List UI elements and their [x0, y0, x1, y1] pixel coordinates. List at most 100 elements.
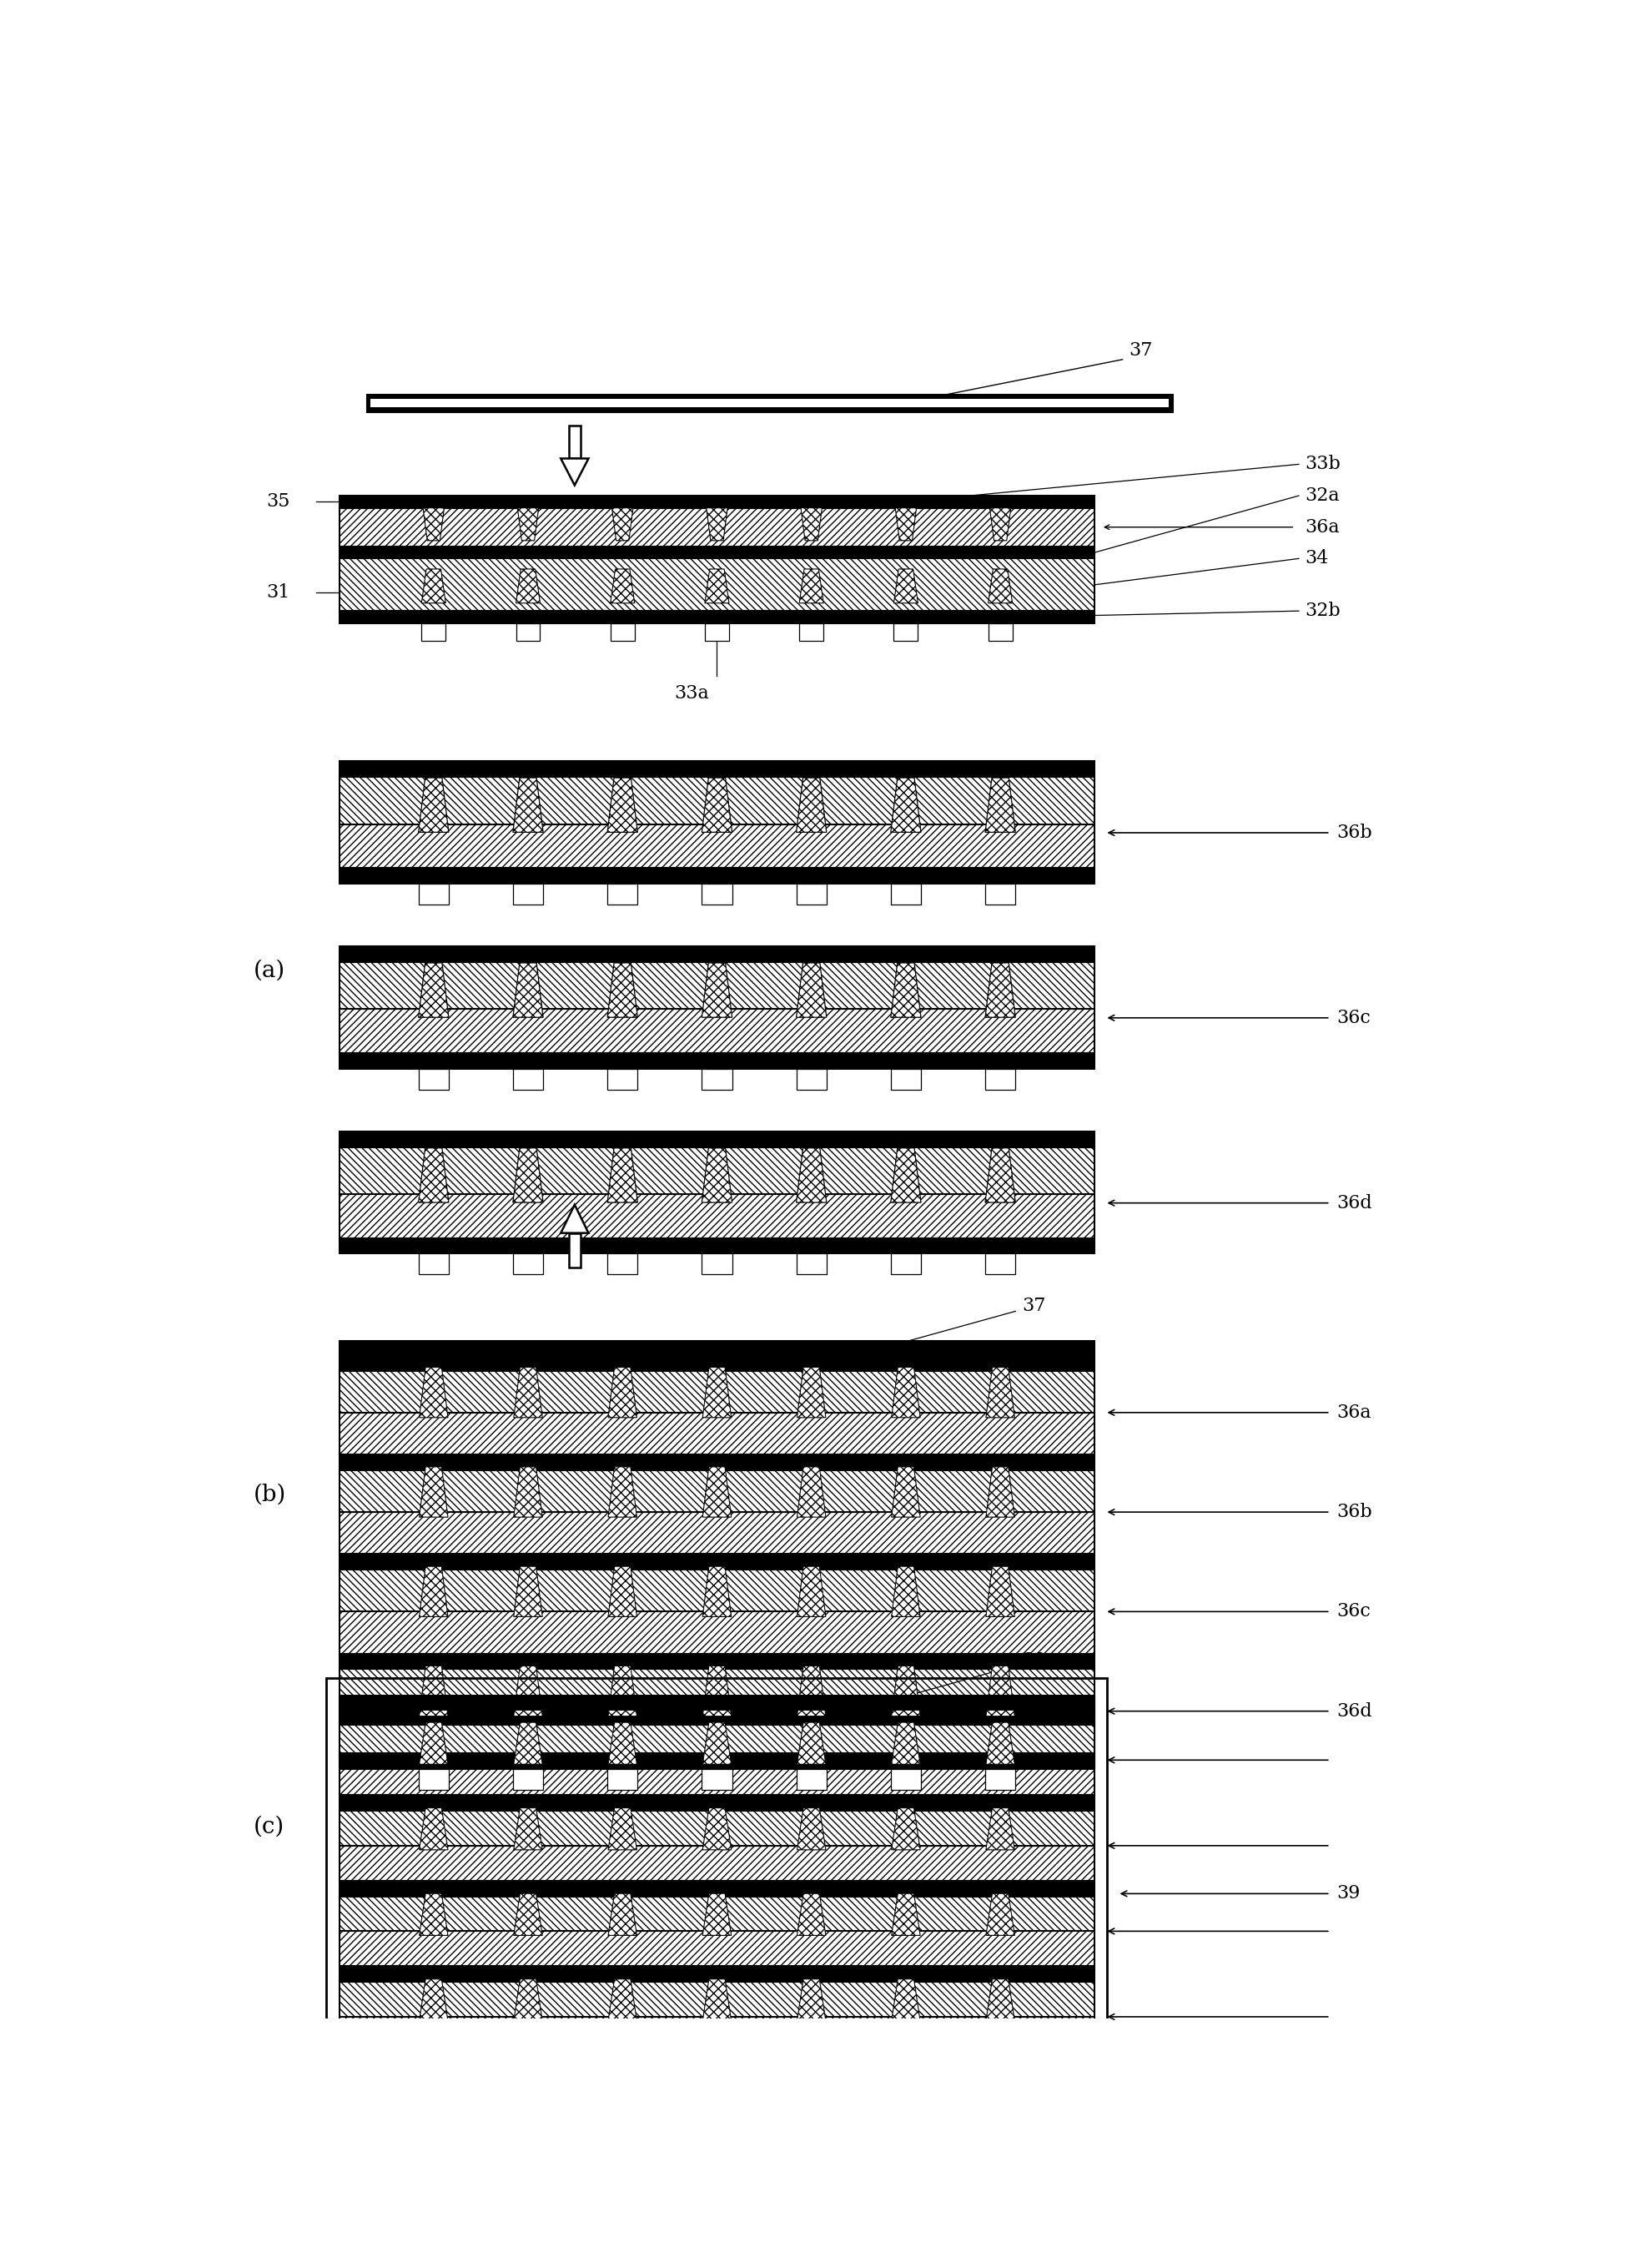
- Polygon shape: [419, 1567, 448, 1617]
- Polygon shape: [892, 1894, 920, 1935]
- Polygon shape: [514, 1980, 543, 2021]
- Polygon shape: [561, 458, 588, 485]
- Polygon shape: [892, 1567, 920, 1617]
- Text: 36a: 36a: [1336, 1404, 1371, 1422]
- Bar: [608, 2068, 637, 2089]
- Bar: [340, 1966, 1095, 1982]
- Bar: [419, 1769, 448, 1789]
- Polygon shape: [561, 1204, 588, 1234]
- Bar: [340, 1370, 1095, 1413]
- Text: 36b: 36b: [1336, 823, 1371, 841]
- Polygon shape: [702, 1721, 731, 1765]
- Bar: [611, 624, 635, 640]
- Bar: [340, 869, 1095, 885]
- Polygon shape: [891, 964, 921, 1018]
- Polygon shape: [702, 1980, 731, 2021]
- Polygon shape: [702, 1368, 731, 1418]
- Polygon shape: [419, 1980, 448, 2021]
- Bar: [340, 946, 1095, 962]
- Bar: [702, 2068, 731, 2089]
- Polygon shape: [514, 1667, 543, 1717]
- Bar: [340, 762, 1095, 778]
- Bar: [985, 1769, 1016, 1789]
- Text: 39: 39: [1336, 1885, 1360, 1903]
- Polygon shape: [796, 1148, 827, 1202]
- Text: (c): (c): [253, 1814, 284, 1837]
- Bar: [891, 885, 921, 905]
- Polygon shape: [985, 964, 1016, 1018]
- Polygon shape: [421, 569, 445, 603]
- Polygon shape: [608, 1980, 637, 2021]
- Bar: [517, 624, 540, 640]
- Polygon shape: [419, 1808, 448, 1851]
- Bar: [340, 1880, 1095, 1896]
- Bar: [340, 558, 1095, 610]
- Polygon shape: [702, 1148, 731, 1202]
- Bar: [702, 1068, 731, 1089]
- Polygon shape: [705, 569, 730, 603]
- Polygon shape: [892, 1721, 920, 1765]
- Polygon shape: [796, 1467, 826, 1517]
- Bar: [419, 1254, 448, 1275]
- Text: 37: 37: [1022, 1297, 1045, 1315]
- Bar: [514, 1254, 543, 1275]
- Bar: [340, 1810, 1095, 1846]
- Bar: [340, 547, 1095, 558]
- Polygon shape: [517, 569, 540, 603]
- Bar: [419, 885, 448, 905]
- Polygon shape: [514, 1467, 543, 1517]
- Polygon shape: [419, 778, 448, 832]
- Bar: [985, 2068, 1016, 2089]
- Bar: [702, 1769, 731, 1789]
- Text: 38: 38: [1022, 1651, 1045, 1669]
- Polygon shape: [517, 508, 538, 540]
- Polygon shape: [796, 1667, 826, 1717]
- Polygon shape: [419, 1894, 448, 1935]
- Text: 36d: 36d: [1336, 1193, 1371, 1211]
- Bar: [340, 1513, 1095, 1554]
- Polygon shape: [986, 1368, 1014, 1418]
- Polygon shape: [892, 1808, 920, 1851]
- Polygon shape: [611, 569, 635, 603]
- Text: 37: 37: [1129, 342, 1152, 361]
- Polygon shape: [891, 1148, 921, 1202]
- Polygon shape: [514, 778, 543, 832]
- Polygon shape: [988, 569, 1012, 603]
- Bar: [340, 497, 1095, 508]
- Polygon shape: [985, 1148, 1016, 1202]
- Text: 34: 34: [1305, 549, 1329, 567]
- Polygon shape: [514, 1894, 543, 1935]
- Bar: [340, 1896, 1095, 1932]
- Text: (b): (b): [253, 1483, 286, 1506]
- Bar: [340, 1148, 1095, 1195]
- Text: 36b: 36b: [1336, 1504, 1371, 1522]
- Bar: [608, 1068, 637, 1089]
- Bar: [514, 1068, 543, 1089]
- Polygon shape: [894, 569, 918, 603]
- Polygon shape: [892, 1667, 920, 1717]
- Polygon shape: [702, 778, 731, 832]
- Text: 36c: 36c: [1336, 1009, 1370, 1027]
- Polygon shape: [608, 1567, 637, 1617]
- Polygon shape: [702, 1567, 731, 1617]
- Polygon shape: [702, 1667, 731, 1717]
- Text: 33b: 33b: [1305, 456, 1341, 474]
- Polygon shape: [796, 1980, 826, 2021]
- Bar: [340, 823, 1095, 869]
- Bar: [608, 885, 637, 905]
- Polygon shape: [892, 1368, 920, 1418]
- Polygon shape: [608, 964, 637, 1018]
- Polygon shape: [986, 1980, 1014, 2021]
- Polygon shape: [796, 778, 827, 832]
- Bar: [340, 2053, 1095, 2068]
- Polygon shape: [801, 508, 822, 540]
- Bar: [340, 610, 1095, 624]
- Bar: [891, 1254, 921, 1275]
- Bar: [327, 1678, 1107, 2109]
- Bar: [340, 508, 1095, 547]
- Polygon shape: [702, 1808, 731, 1851]
- Polygon shape: [608, 778, 637, 832]
- Polygon shape: [891, 778, 921, 832]
- Bar: [514, 1769, 543, 1789]
- Text: 36a: 36a: [1305, 517, 1339, 535]
